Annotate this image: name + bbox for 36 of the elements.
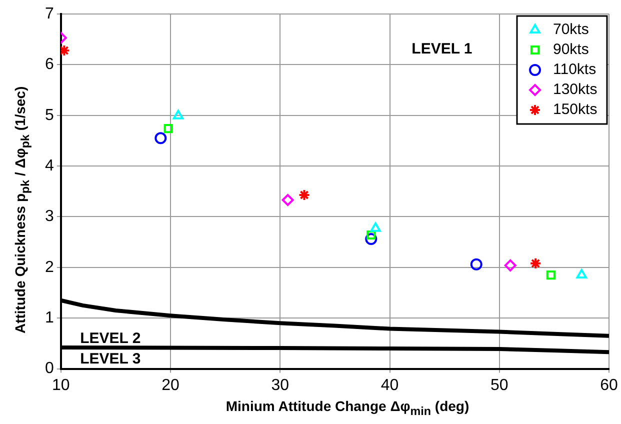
point xyxy=(530,257,542,270)
y-tick-label: 1 xyxy=(44,310,54,327)
y-tick-label: 7 xyxy=(44,5,54,22)
point xyxy=(576,269,587,279)
point xyxy=(366,230,376,240)
point xyxy=(504,259,516,272)
point xyxy=(282,194,294,206)
x-tick-label: 40 xyxy=(380,376,399,394)
legend-label: 70kts xyxy=(553,21,589,38)
point xyxy=(546,270,556,280)
point xyxy=(172,110,184,120)
y-tick-label: 0 xyxy=(44,360,54,378)
y-tick-label: 4 xyxy=(44,157,54,174)
y-tick-label: 5 xyxy=(44,106,54,124)
point xyxy=(164,124,173,134)
point xyxy=(365,233,378,246)
annotation: LEVEL 1 xyxy=(412,40,472,58)
point xyxy=(154,132,167,144)
annotation: LEVEL 3 xyxy=(80,350,141,368)
x-tick-label: 50 xyxy=(490,376,508,394)
legend-label: 150kts xyxy=(553,101,598,118)
x-tick-label: 60 xyxy=(600,376,618,394)
x-tick-label: 20 xyxy=(162,376,180,394)
x-tick-label: 30 xyxy=(271,376,290,394)
x-tick-label: 10 xyxy=(52,376,70,394)
annotation: LEVEL 2 xyxy=(80,330,141,347)
y-tick-label: 6 xyxy=(44,56,54,74)
point xyxy=(470,258,482,270)
point xyxy=(298,188,310,201)
x-axis-title: Minium Attitude Change Δφ$_{min}$ (deg) xyxy=(224,398,470,418)
y-tick-label: 2 xyxy=(44,258,54,276)
y-tick-label: 3 xyxy=(44,208,54,226)
legend-label: 90kts xyxy=(553,41,589,58)
legend-label: 130kts xyxy=(553,81,598,98)
point xyxy=(370,222,381,232)
legend-label: 110kts xyxy=(553,61,596,78)
